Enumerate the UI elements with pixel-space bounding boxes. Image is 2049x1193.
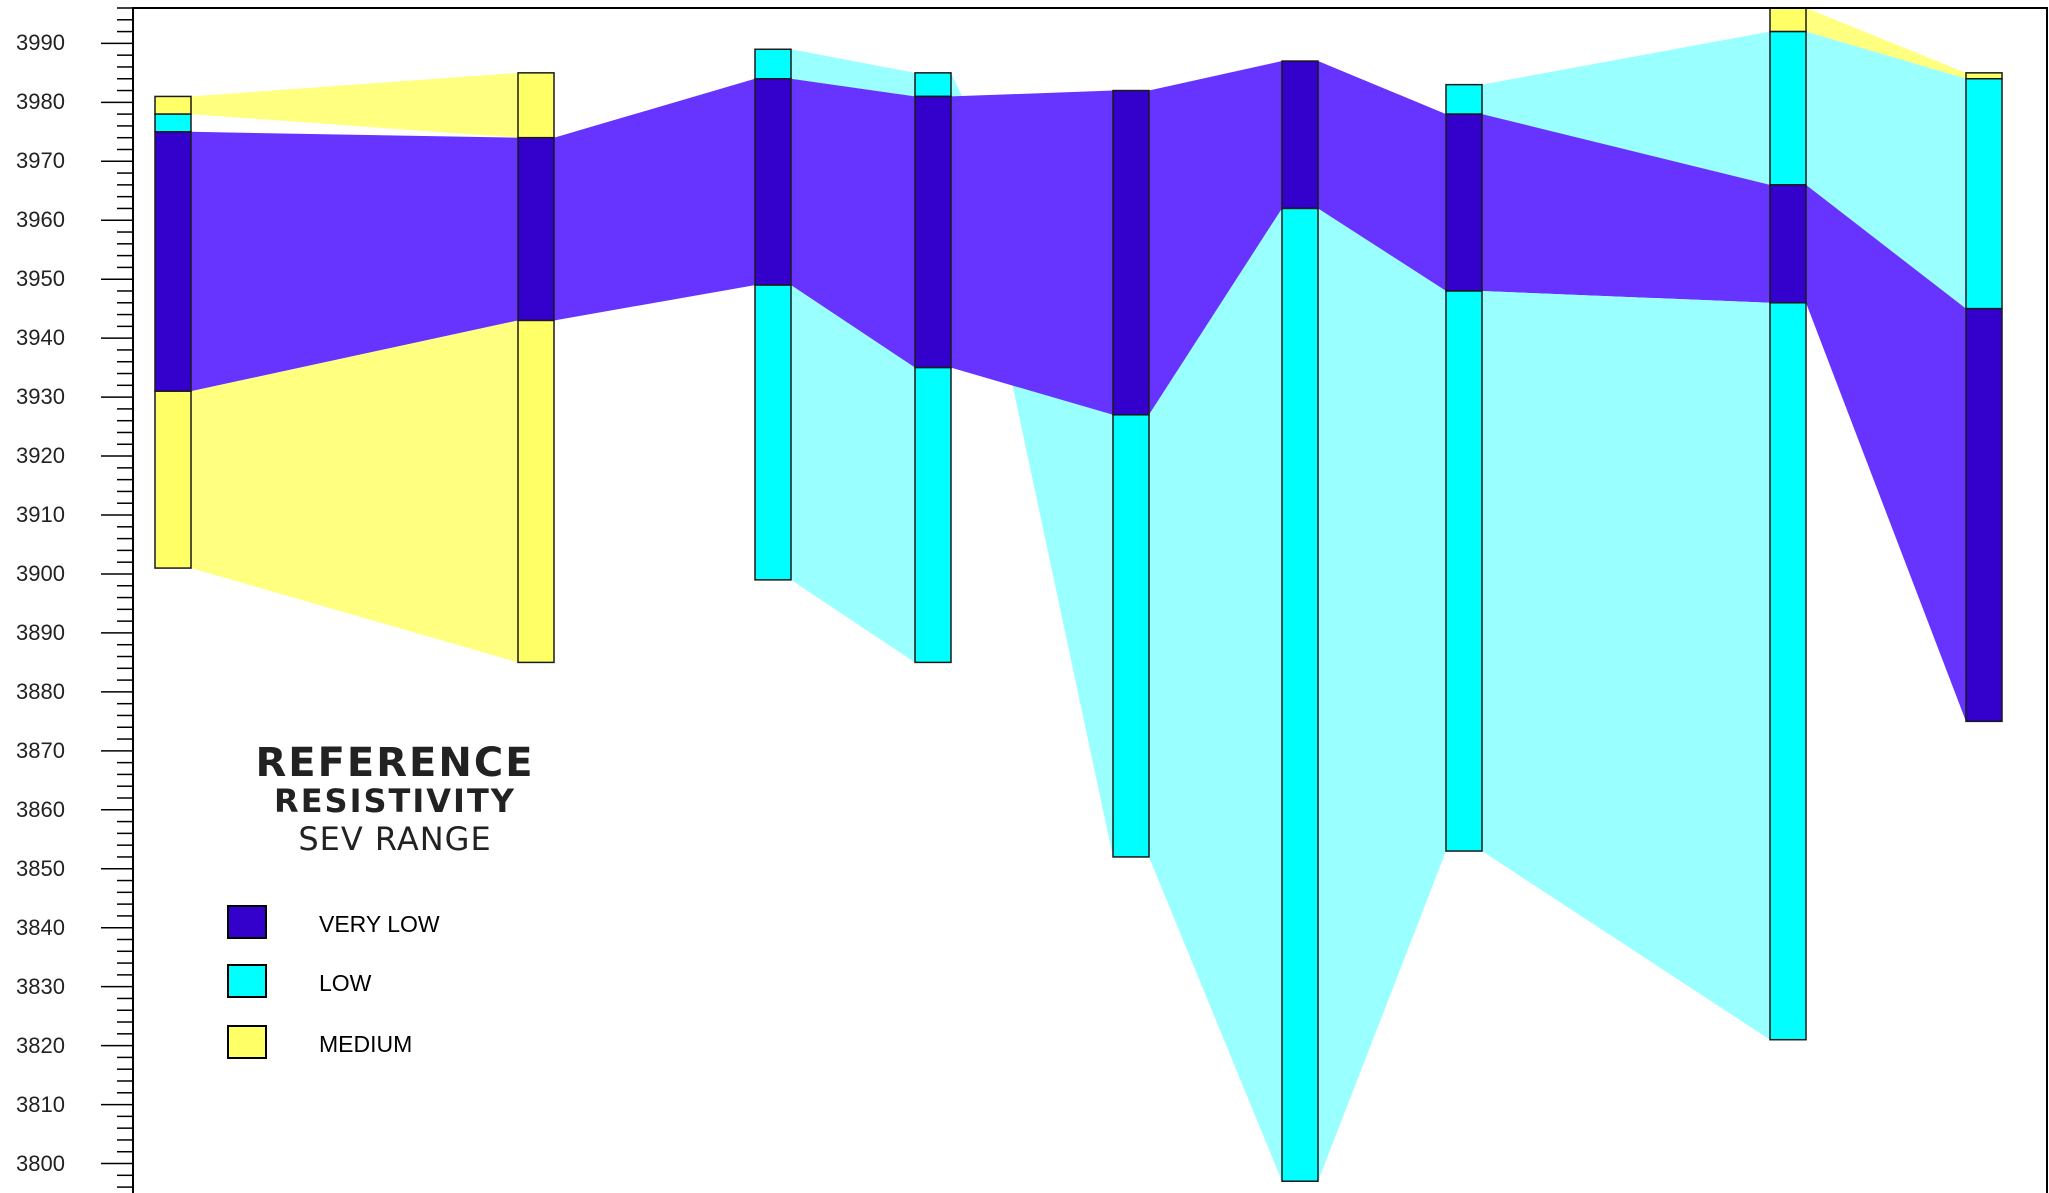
legend-swatch-low [227, 964, 267, 998]
sounding-7-layer-low [1445, 290, 1483, 852]
y-tick-label: 3910 [16, 502, 65, 527]
sounding-1-layer-medium [154, 95, 192, 115]
sounding-9-layer-medium [1965, 72, 2003, 80]
sounding-4-layer-very-low [914, 95, 952, 369]
legend-label-medium: MEDIUM [319, 1031, 413, 1057]
plot-frame [132, 7, 2048, 1193]
y-tick-label: 3940 [16, 325, 65, 351]
sounding-3-layer-very-low [754, 77, 792, 286]
sounding-3-layer-low [754, 284, 792, 581]
y-tick-label: 3990 [16, 30, 65, 56]
y-tick-label: 3840 [16, 914, 65, 940]
sounding-4-layer-low [914, 366, 952, 664]
y-tick-label: 3970 [16, 148, 65, 174]
zone-low [1318, 208, 1446, 1182]
zone-very-low [1806, 184, 1966, 722]
sounding-2-layer-very-low [517, 136, 555, 322]
zone-very-low [791, 78, 915, 368]
legend-item-medium: MEDIUM [227, 1025, 547, 1065]
sounding-1-layer-low [154, 113, 192, 133]
legend-swatch-very-low [227, 905, 267, 939]
sounding-3-layer-low [754, 48, 792, 80]
zone-very-low [951, 90, 1113, 415]
sounding-8-layer-medium [1769, 7, 1807, 33]
zone-low [791, 285, 915, 663]
sounding-4-layer-low [914, 72, 952, 98]
y-axis: 3990 3980 3970 3960 3950 3940 3930 3920 3910 3900… [0, 0, 120, 1193]
sounding-7-layer-low [1445, 83, 1483, 115]
y-tick-label: 3930 [16, 384, 65, 410]
y-tick-label: 3870 [16, 737, 65, 763]
zone-medium [1806, 8, 1966, 79]
sounding-columns [154, 7, 2003, 1182]
sounding-5-layer-low [1112, 414, 1150, 858]
sounding-8-layer-low [1769, 30, 1807, 186]
sounding-1-layer-medium [154, 390, 192, 569]
legend-item-low: LOW [227, 964, 547, 1004]
sounding-1-layer-very-low [154, 131, 192, 392]
legend-title-reference: REFERENCE [255, 740, 535, 786]
y-tick-label: 3830 [16, 973, 65, 999]
sounding-8-layer-very-low [1769, 184, 1807, 304]
y-tick-label: 3800 [16, 1150, 65, 1176]
zone-low [1149, 208, 1282, 1182]
zone-very-low [191, 131, 518, 392]
sounding-2-layer-medium [517, 72, 555, 139]
y-tick-label: 3810 [16, 1091, 65, 1117]
zone-very-low [1482, 114, 1770, 303]
sounding-5-layer-very-low [1112, 89, 1150, 416]
y-tick-label: 3860 [16, 796, 65, 822]
zone-medium [191, 320, 518, 663]
y-tick-label: 3880 [16, 678, 65, 704]
y-tick-label: 3900 [16, 560, 65, 586]
sounding-6-layer-low [1281, 207, 1319, 1182]
zone-very-low [554, 78, 755, 321]
sounding-2-layer-medium [517, 319, 555, 664]
zone-low [1482, 31, 1770, 185]
interpolated-zones [191, 8, 1966, 1182]
zone-low [1482, 290, 1770, 1040]
zone-low [791, 49, 915, 97]
y-tick-label: 3950 [16, 266, 65, 292]
y-tick-label: 3920 [16, 443, 65, 469]
y-tick-label: 3820 [16, 1032, 65, 1058]
y-tick-label: 3960 [16, 207, 65, 233]
legend-title-resistivity: RESISTIVITY [274, 782, 516, 820]
zone-very-low [1318, 61, 1446, 291]
legend-label-low: LOW [319, 970, 372, 996]
sounding-9-layer-very-low [1965, 307, 2003, 723]
y-tick-label: 3980 [16, 89, 65, 115]
legend-title-sev-range: SEV RANGE [298, 820, 492, 858]
y-axis-ticks [101, 7, 133, 1188]
y-tick-label: 3890 [16, 619, 65, 645]
y-tick-label: 3850 [16, 855, 65, 881]
legend-swatch-medium [227, 1025, 267, 1059]
legend-label-very-low: VERY LOW [319, 911, 440, 937]
sounding-6-layer-very-low [1281, 60, 1319, 210]
zone-low [1806, 31, 1966, 309]
zone-very-low [1149, 61, 1282, 415]
sounding-8-layer-low [1769, 302, 1807, 1041]
legend-item-very-low: VERY LOW [227, 905, 547, 945]
zone-medium [191, 72, 518, 138]
sounding-7-layer-very-low [1445, 113, 1483, 292]
legend: REFERENCE RESISTIVITY SEV RANGE VERY LOW… [205, 740, 625, 1090]
sounding-9-layer-low [1965, 77, 2003, 310]
